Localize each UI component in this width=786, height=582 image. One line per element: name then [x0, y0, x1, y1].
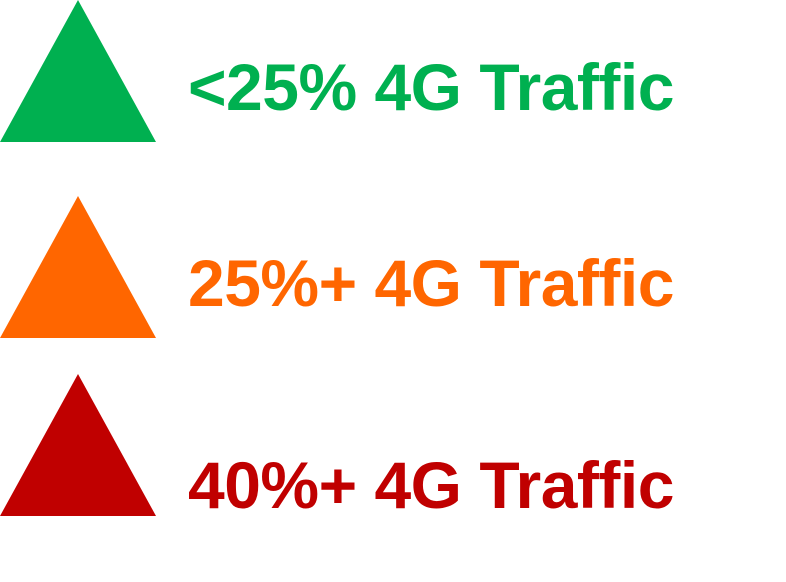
legend-label-medium: 25%+ 4G Traffic — [188, 246, 674, 320]
orange-triangle-icon — [0, 196, 156, 338]
red-triangle-icon — [0, 374, 156, 516]
legend-label-low: <25% 4G Traffic — [188, 50, 674, 124]
legend-label-high: 40%+ 4G Traffic — [188, 448, 674, 522]
legend-item-medium: 25%+ 4G Traffic — [0, 196, 786, 346]
legend-item-high: 40%+ 4G Traffic — [0, 374, 786, 524]
red-triangle-shape — [0, 374, 156, 516]
orange-triangle-shape — [0, 196, 156, 338]
legend-item-low: <25% 4G Traffic — [0, 0, 786, 150]
green-triangle-icon — [0, 0, 156, 142]
green-triangle-shape — [0, 0, 156, 142]
